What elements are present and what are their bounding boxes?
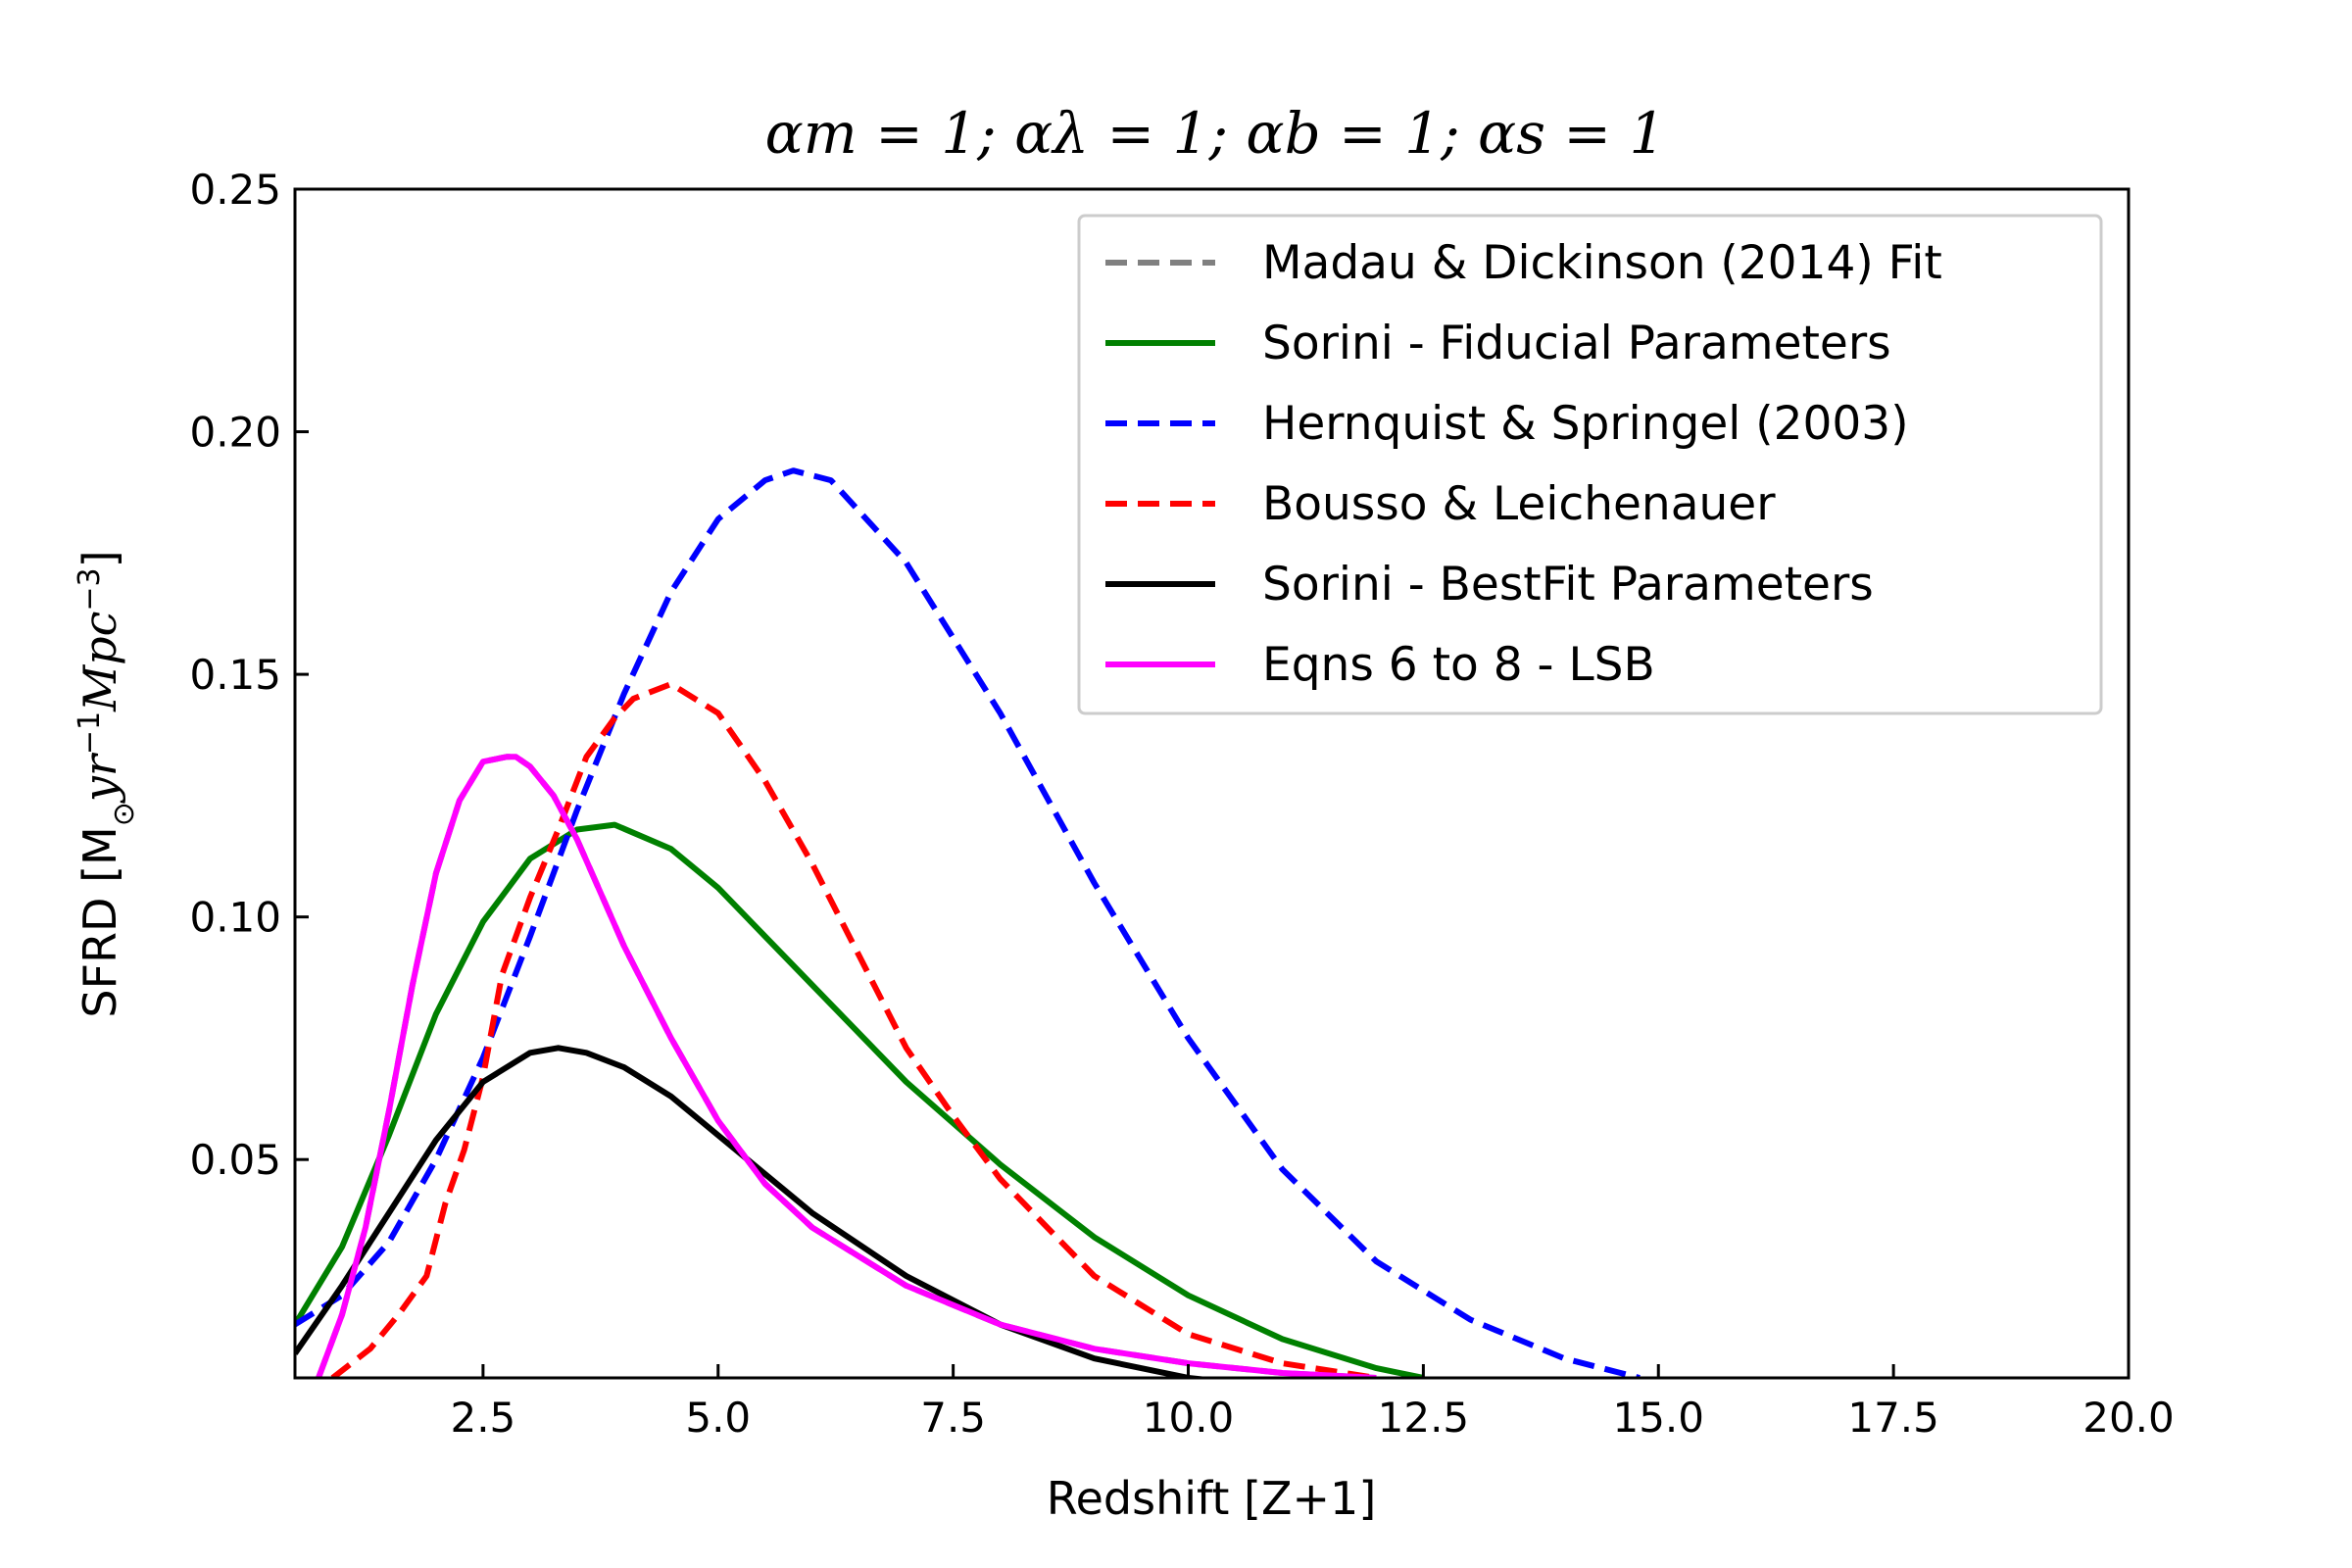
legend-label: Bousso & Leichenauer (1262, 477, 1776, 531)
x-axis-label: Redshift [Z+1] (1047, 1472, 1377, 1525)
x-tick-label: 2.5 (450, 1394, 515, 1442)
x-tick-label: 20.0 (2082, 1394, 2175, 1442)
y-tick-label: 0.10 (189, 894, 281, 942)
y-axis-label: SFRD [M⊙yr−1Mpc−3] (73, 550, 141, 1017)
series-line-6 (316, 754, 1377, 1378)
y-tick-label: 0.25 (189, 166, 281, 214)
series-line-4 (330, 681, 1377, 1378)
y-label-mpc: Mpc (74, 612, 126, 712)
x-tick-label: 10.0 (1143, 1394, 1235, 1442)
y-label-sup2: −3 (73, 567, 107, 611)
y-label-close: ] (74, 550, 126, 567)
series-line-2 (295, 821, 1425, 1378)
y-label-yr: yr (74, 752, 126, 804)
legend: Madau & Dickinson (2014) Fit Sorini - Fid… (1077, 214, 2103, 715)
x-axis: 2.5 5.0 7.5 10.0 12.5 15.0 17.5 20.0 (450, 1364, 2175, 1442)
legend-label: Hernquist & Springel (2003) (1262, 397, 1909, 451)
y-label-sup1: −1 (73, 711, 107, 755)
y-label-sub: ⊙ (107, 802, 141, 826)
plot-frame (293, 187, 2131, 1380)
legend-box (1077, 214, 2103, 715)
y-tick-label: 0.05 (189, 1136, 281, 1184)
series-line-5 (295, 1045, 1217, 1378)
legend-label: Madau & Dickinson (2014) Fit (1262, 236, 1942, 290)
x-tick-label: 17.5 (1847, 1394, 1939, 1442)
chart-title: αm = 1; αλ = 1; αb = 1; αs = 1 (765, 100, 1666, 167)
legend-label: Sorini - BestFit Parameters (1262, 558, 1874, 612)
x-tick-label: 12.5 (1378, 1394, 1470, 1442)
y-tick-label: 0.20 (189, 409, 281, 457)
series-line-1 (316, 754, 1377, 1378)
series-layer (295, 467, 1641, 1378)
y-label-main: SFRD [M (74, 826, 126, 1017)
x-tick-label: 5.0 (685, 1394, 751, 1442)
y-axis: 0.05 0.10 0.15 0.20 0.25 (189, 166, 309, 1184)
x-tick-label: 15.0 (1612, 1394, 1704, 1442)
y-tick-label: 0.15 (189, 651, 281, 699)
x-tick-label: 7.5 (920, 1394, 986, 1442)
legend-label: Eqns 6 to 8 - LSB (1262, 638, 1655, 692)
legend-label: Sorini - Fiducial Parameters (1262, 317, 1891, 370)
